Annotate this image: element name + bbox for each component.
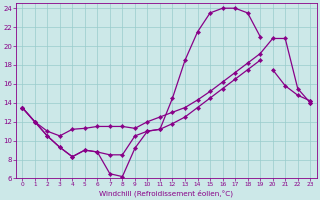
X-axis label: Windchill (Refroidissement éolien,°C): Windchill (Refroidissement éolien,°C) bbox=[99, 189, 233, 197]
